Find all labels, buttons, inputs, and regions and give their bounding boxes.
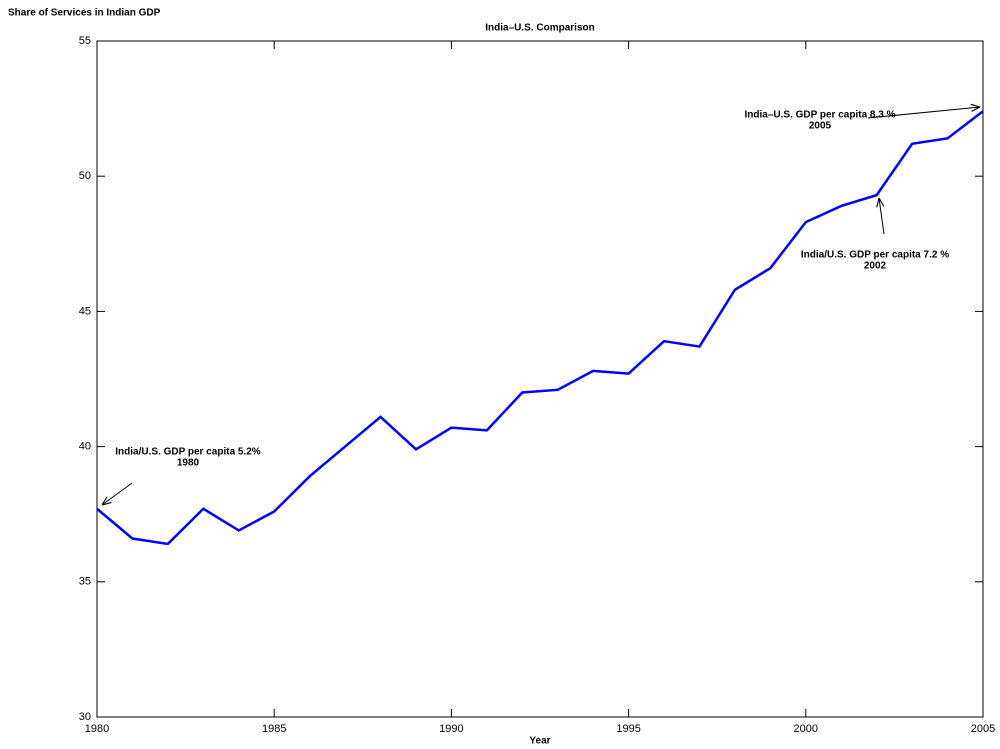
y-axis-label: Share of Services in Indian GDP [8, 8, 161, 19]
x-tick-label: 2005 [971, 723, 995, 735]
x-tick-label: 1985 [262, 723, 286, 735]
x-tick-label: 2000 [794, 723, 818, 735]
annotation-text: 1980 [177, 458, 200, 469]
chart-title: India–U.S. Comparison [485, 23, 594, 34]
annotation-text: 2005 [809, 121, 832, 132]
x-axis-label: Year [529, 736, 550, 747]
annotation-arrow [867, 107, 980, 119]
y-tick-label: 55 [79, 35, 91, 47]
y-tick-label: 30 [79, 711, 91, 723]
annotation-text: India/U.S. GDP per capita 7.2 % [801, 250, 949, 261]
x-tick-label: 1990 [439, 723, 463, 735]
annotation-text: India/U.S. GDP per capita 5.2% [115, 447, 261, 458]
x-tick-label: 1995 [616, 723, 640, 735]
annotation-text: India–U.S. GDP per capita 8.3 % [745, 110, 896, 121]
plot-frame [96, 40, 984, 718]
x-tick-label: 1980 [85, 723, 109, 735]
y-tick-label: 35 [79, 576, 91, 588]
annotation-text: 2002 [864, 261, 887, 272]
annotation-arrow [102, 482, 133, 505]
y-tick-label: 50 [79, 170, 91, 182]
data-line [96, 110, 984, 546]
y-tick-label: 40 [79, 441, 91, 453]
annotation-arrow [879, 198, 885, 235]
y-tick-label: 45 [79, 305, 91, 317]
